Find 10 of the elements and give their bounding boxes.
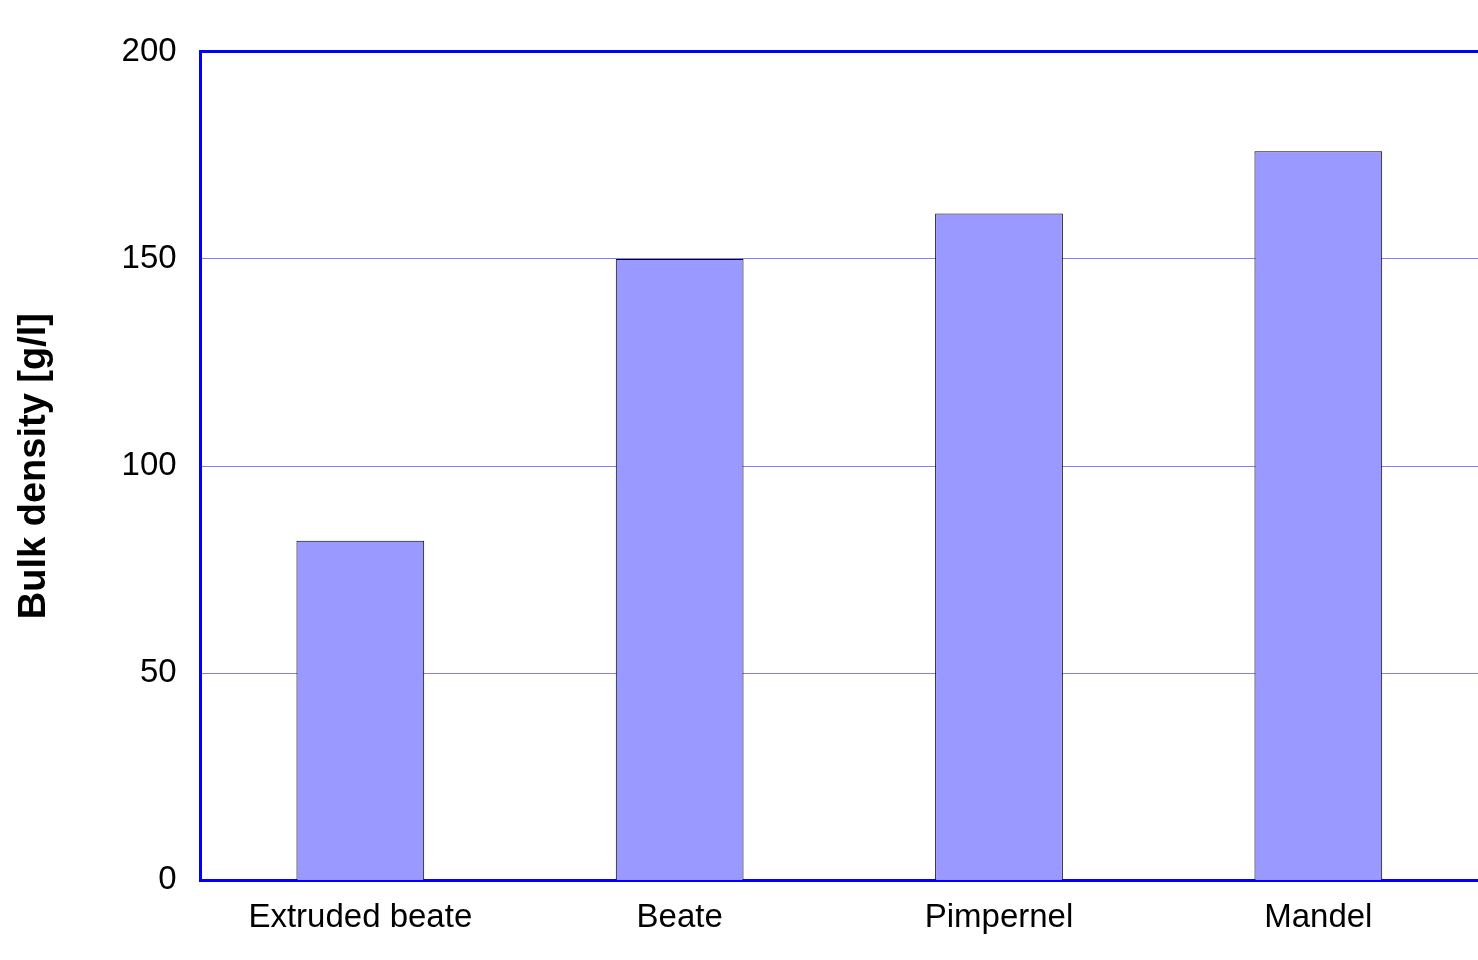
y-tick-label: 100 <box>121 445 177 483</box>
x-tick-label: Mandel <box>1264 897 1373 935</box>
y-tick-label: 0 <box>158 859 177 897</box>
y-tick-label: 200 <box>121 30 177 68</box>
x-tick-label: Extruded beate <box>248 897 473 935</box>
y-axis-title: Bulk density [g/l] <box>11 313 54 620</box>
x-tick-label: Pimpernel <box>924 897 1074 935</box>
y-tick-label: 50 <box>139 652 177 690</box>
y-tick-label: 150 <box>121 238 177 276</box>
x-tick-label: Beate <box>636 897 723 935</box>
